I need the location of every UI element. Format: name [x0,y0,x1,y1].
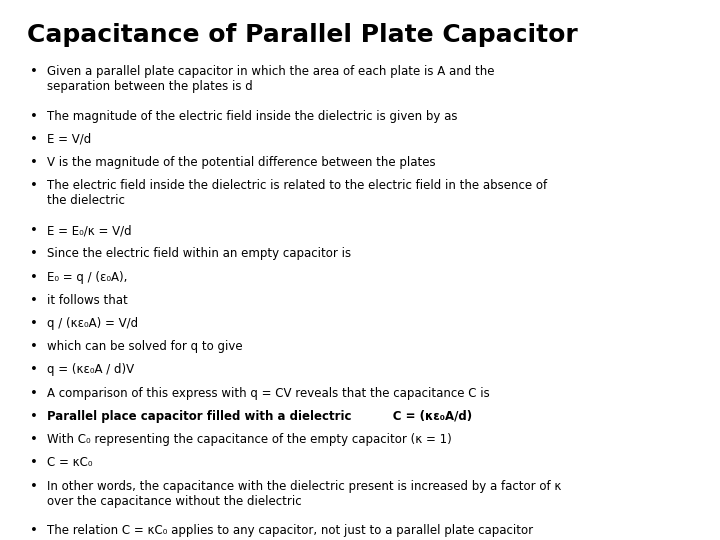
Text: •: • [30,456,38,469]
Text: •: • [30,317,38,330]
Text: E₀ = q / (ε₀A),: E₀ = q / (ε₀A), [47,271,127,284]
Text: •: • [30,247,38,260]
Text: •: • [30,156,38,169]
Text: which can be solved for q to give: which can be solved for q to give [47,340,243,353]
Text: •: • [30,480,38,492]
Text: •: • [30,179,38,192]
Text: •: • [30,271,38,284]
Text: A comparison of this express with q = CV reveals that the capacitance C is: A comparison of this express with q = CV… [47,387,490,400]
Text: With C₀ representing the capacitance of the empty capacitor (κ = 1): With C₀ representing the capacitance of … [47,433,451,446]
Text: C = κC₀: C = κC₀ [47,456,92,469]
Text: q / (κε₀A) = V/d: q / (κε₀A) = V/d [47,317,138,330]
Text: q = (κε₀A / d)V: q = (κε₀A / d)V [47,363,134,376]
Text: The relation C = κC₀ applies to any capacitor, not just to a parallel plate capa: The relation C = κC₀ applies to any capa… [47,524,533,537]
Text: The magnitude of the electric field inside the dielectric is given by as: The magnitude of the electric field insi… [47,110,457,123]
Text: •: • [30,387,38,400]
Text: •: • [30,110,38,123]
Text: •: • [30,294,38,307]
Text: •: • [30,524,38,537]
Text: it follows that: it follows that [47,294,127,307]
Text: Given a parallel plate capacitor in which the area of each plate is A and the
se: Given a parallel plate capacitor in whic… [47,65,495,93]
Text: •: • [30,340,38,353]
Text: •: • [30,433,38,446]
Text: •: • [30,65,38,78]
Text: •: • [30,363,38,376]
Text: The electric field inside the dielectric is related to the electric field in the: The electric field inside the dielectric… [47,179,547,207]
Text: V is the magnitude of the potential difference between the plates: V is the magnitude of the potential diff… [47,156,436,169]
Text: In other words, the capacitance with the dielectric present is increased by a fa: In other words, the capacitance with the… [47,480,561,508]
Text: Since the electric field within an empty capacitor is: Since the electric field within an empty… [47,247,351,260]
Text: •: • [30,224,38,237]
Text: •: • [30,410,38,423]
Text: E = V/d: E = V/d [47,133,91,146]
Text: E = E₀/κ = V/d: E = E₀/κ = V/d [47,224,132,237]
Text: Parallel place capacitor filled with a dielectric          C = (κε₀A/d): Parallel place capacitor filled with a d… [47,410,472,423]
Text: Capacitance of Parallel Plate Capacitor: Capacitance of Parallel Plate Capacitor [27,23,578,46]
Text: •: • [30,133,38,146]
